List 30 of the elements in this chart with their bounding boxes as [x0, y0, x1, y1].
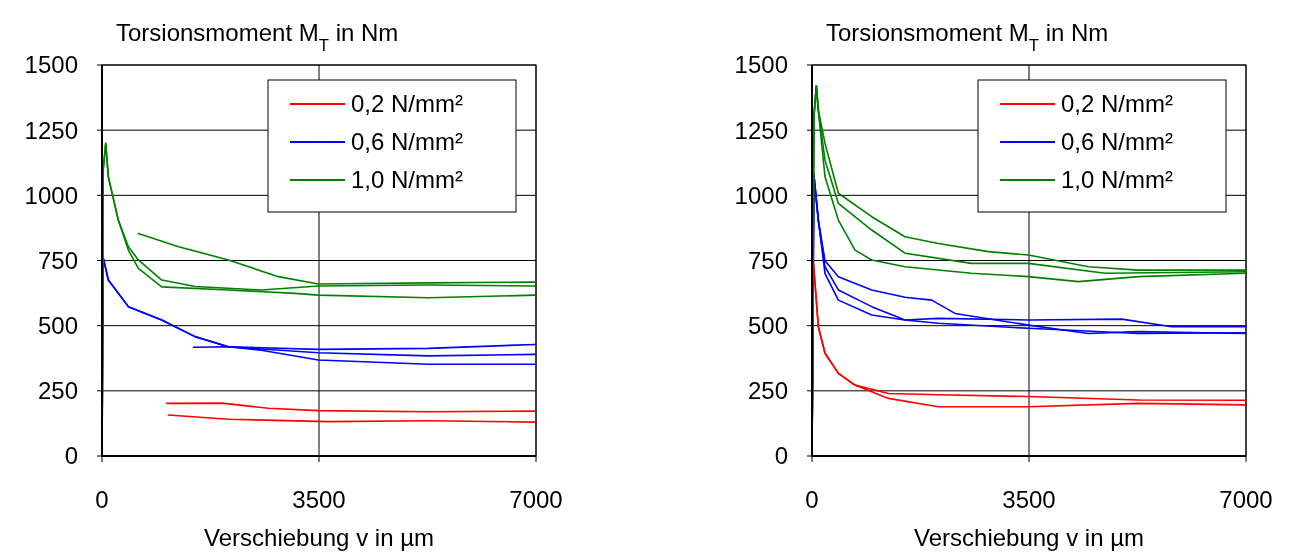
y-tick-label: 750	[747, 246, 788, 274]
x-tick-label: 0	[95, 486, 109, 513]
y-tick-label: 0	[64, 442, 78, 470]
legend-label: 1,0 N/mm²	[1061, 166, 1174, 194]
x-tick-label: 0	[805, 486, 819, 513]
y-axis-title: Torsionsmoment M$_{T}$ in Nm	[826, 19, 1109, 55]
x-tick-label: 7000	[1219, 486, 1273, 513]
x-tick-label: 7000	[509, 486, 563, 513]
legend-label: 0,6 N/mm²	[351, 128, 464, 156]
y-tick-label: 750	[37, 246, 78, 274]
legend-label: 0,2 N/mm²	[1061, 90, 1174, 118]
y-tick-label: 250	[747, 377, 788, 405]
y-tick-label: 1250	[734, 116, 788, 144]
x-tick-label: 3500	[1002, 486, 1056, 513]
legend-label: 0,2 N/mm²	[351, 90, 464, 118]
y-tick-label: 1500	[734, 51, 788, 79]
y-tick-label: 1250	[24, 116, 78, 144]
y-tick-label: 1000	[734, 181, 788, 209]
x-axis-title: Verschiebung v in µm	[204, 524, 434, 551]
y-tick-label: 500	[747, 312, 788, 340]
x-axis-title: Verschiebung v in µm	[914, 524, 1144, 551]
y-tick-label: 1500	[24, 51, 78, 79]
y-tick-label: 500	[37, 312, 78, 340]
legend-label: 0,6 N/mm²	[1061, 128, 1174, 156]
y-tick-label: 250	[37, 377, 78, 405]
legend-label: 1,0 N/mm²	[351, 166, 464, 194]
y-axis-title: Torsionsmoment M$_{T}$ in Nm	[116, 19, 399, 55]
y-tick-label: 1000	[24, 181, 78, 209]
x-tick-label: 3500	[292, 486, 346, 513]
y-tick-label: 0	[774, 442, 788, 470]
